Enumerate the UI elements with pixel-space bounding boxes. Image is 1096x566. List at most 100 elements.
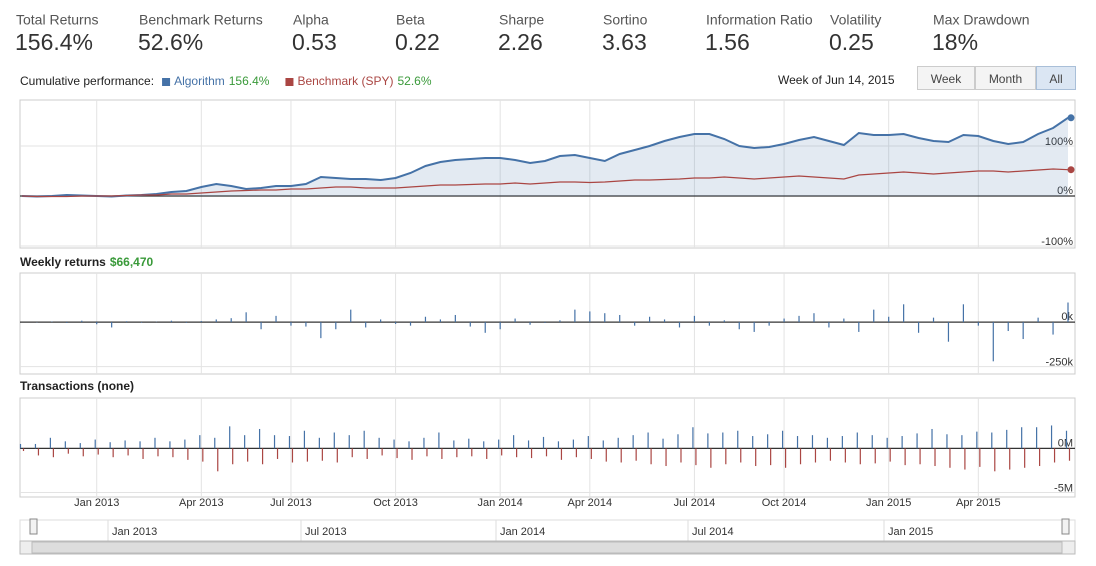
bar: [335, 322, 337, 330]
bar: [483, 441, 485, 449]
bar: [19, 443, 22, 449]
bar: [185, 322, 187, 323]
bar: [1021, 427, 1023, 449]
bar: [187, 448, 189, 460]
stat-label: Total Returns: [16, 12, 98, 28]
range-button[interactable]: All: [1036, 66, 1076, 90]
bar: [946, 434, 948, 449]
bar: [184, 439, 186, 449]
bar: [871, 435, 873, 449]
bar: [605, 448, 607, 462]
bar: [247, 448, 249, 462]
x-tick-label: Jan 2014: [478, 497, 523, 509]
bar: [52, 448, 54, 458]
bar: [811, 435, 814, 449]
bar: [423, 437, 425, 449]
bar: [859, 448, 861, 465]
bar: [217, 448, 219, 472]
bar: [126, 321, 128, 323]
bar: [1050, 425, 1053, 449]
bar: [424, 316, 427, 323]
bar: [723, 320, 725, 323]
bar: [1068, 448, 1071, 461]
chart-subtitle: $66,470: [110, 255, 154, 269]
bar: [484, 322, 486, 333]
bar: [453, 440, 455, 449]
bar: [275, 315, 277, 323]
bar: [393, 439, 395, 449]
bar: [111, 322, 113, 328]
bar: [49, 437, 51, 449]
chart-title: Transactions (none): [20, 379, 134, 393]
bar: [602, 440, 604, 449]
bar: [587, 436, 589, 449]
bar: [51, 321, 53, 323]
bar: [498, 439, 500, 449]
stat-label: Sortino: [603, 12, 648, 28]
bar: [663, 319, 666, 323]
range-button[interactable]: Month: [975, 66, 1036, 90]
bar: [142, 448, 144, 459]
bar: [34, 443, 37, 449]
stat-value: 2.26: [498, 29, 543, 55]
bar: [81, 320, 83, 323]
x-tick-label: Jul 2013: [270, 497, 312, 509]
bar: [380, 319, 382, 323]
bar: [647, 432, 649, 449]
bar: [97, 448, 99, 455]
bar: [755, 448, 757, 467]
bar: [619, 314, 621, 323]
bar: [828, 322, 830, 328]
bar: [1009, 448, 1011, 470]
bar: [530, 448, 533, 459]
bar: [917, 322, 920, 333]
navigator-label: Jan 2015: [888, 526, 933, 538]
bar: [306, 448, 309, 462]
bar: [1065, 430, 1068, 449]
bar: [992, 322, 994, 362]
bar: [303, 430, 306, 449]
stat-label: Volatility: [830, 12, 881, 28]
bar: [273, 435, 276, 449]
bar: [589, 311, 591, 323]
bar: [140, 322, 143, 323]
bar: [1036, 427, 1038, 449]
bar: [677, 434, 679, 449]
y-tick-label: 0%: [1057, 185, 1073, 197]
bar: [396, 448, 398, 459]
bar: [321, 448, 323, 461]
legend-label: Benchmark (SPY): [297, 74, 393, 88]
legend-value: 52.6%: [397, 74, 431, 88]
bar: [260, 322, 262, 330]
bar: [707, 433, 709, 449]
bar: [753, 322, 755, 332]
stat-label: Benchmark Returns: [139, 12, 263, 28]
range-button[interactable]: Week: [917, 66, 975, 90]
bar: [64, 441, 66, 449]
bar: [692, 427, 694, 449]
stat-label: Beta: [396, 12, 425, 28]
bar: [888, 316, 890, 323]
bar: [635, 448, 637, 461]
bar: [544, 322, 546, 323]
bar: [516, 448, 518, 458]
bar: [348, 435, 350, 449]
bar: [722, 432, 724, 449]
bar: [874, 448, 876, 464]
legend-label: Algorithm: [174, 74, 225, 88]
bar: [172, 448, 174, 458]
bar: [381, 448, 383, 456]
bar: [471, 448, 473, 457]
bar: [411, 448, 413, 460]
x-tick-label: Oct 2013: [373, 497, 418, 509]
bar: [1067, 302, 1069, 323]
bar: [276, 448, 279, 459]
bar: [37, 448, 40, 456]
y-tick-label: 100%: [1045, 136, 1073, 148]
navigator-handle: [1061, 518, 1070, 535]
bar: [94, 439, 96, 449]
bar: [320, 322, 322, 339]
chart-title: Weekly returns: [20, 255, 106, 269]
stat-label: Information Ratio: [706, 12, 813, 28]
